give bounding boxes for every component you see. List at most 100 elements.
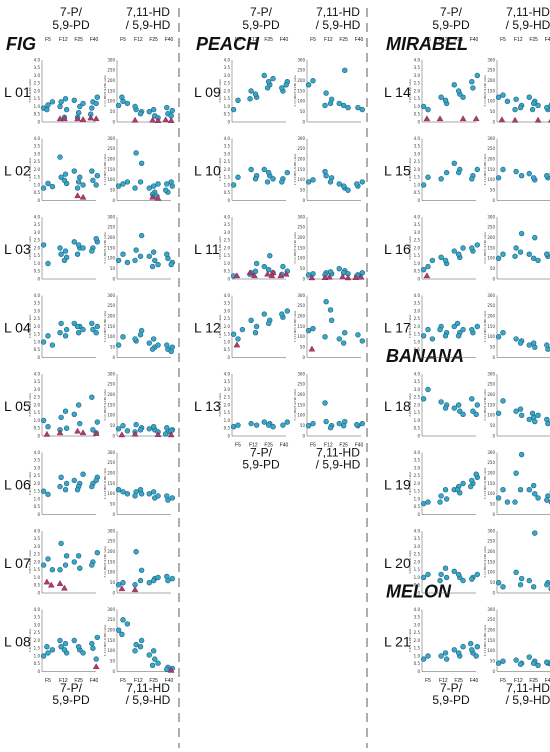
- data-point: [425, 106, 431, 113]
- data-point: [460, 94, 466, 100]
- data-point: [495, 94, 502, 100]
- data-point: [40, 562, 47, 568]
- y-tick-label: 3.0: [414, 73, 421, 78]
- panel-l-02: L 02 0 0.5 1.0 1.5 2.0 2.5 3.0 3.5 4.0 7-P/5,9-PD …: [4, 136, 176, 203]
- data-point: [468, 640, 474, 647]
- y-axis-label: 7-P/5,9-PD ratio: [28, 472, 32, 496]
- y-tick-label: 200: [107, 156, 115, 161]
- data-point: [305, 179, 312, 185]
- y-axis-label: 7-P/5,9-PD ratio: [28, 158, 32, 182]
- y-tick-label: 0: [492, 198, 495, 203]
- y-tick-label: 200: [107, 470, 115, 475]
- data-point: [63, 553, 70, 559]
- y-tick-label: 4.0: [414, 214, 421, 219]
- data-point: [322, 102, 328, 109]
- x-tick-label: F25: [264, 37, 273, 43]
- y-tick-label: 3.5: [34, 458, 41, 463]
- data-point: [512, 253, 518, 259]
- data-point: [133, 641, 139, 648]
- y-tick-label: 250: [297, 68, 305, 73]
- y-tick-label: 200: [297, 313, 305, 318]
- y-tick-label: 0.5: [34, 190, 41, 195]
- data-point: [322, 334, 328, 340]
- x-tick-label: F5: [500, 678, 506, 684]
- x-tick-label: F5: [425, 678, 431, 684]
- x-tick-label: F40: [545, 678, 550, 684]
- y-tick-label: 50: [300, 109, 306, 114]
- triangle-point: [339, 273, 346, 280]
- y-tick-label: 3.0: [34, 308, 41, 313]
- y-tick-label: 3.5: [224, 65, 231, 70]
- y-tick-label: 3.0: [224, 151, 231, 156]
- y-tick-label: 0.5: [224, 190, 231, 195]
- y-tick-label: 4.0: [224, 371, 231, 376]
- y-tick-label: 100: [487, 491, 495, 496]
- y-axis-label: 7,11-HD/5,9-HD ratio: [293, 154, 297, 186]
- y-tick-label: 3.5: [34, 301, 41, 306]
- y-tick-label: 100: [107, 648, 115, 653]
- triangle-point: [56, 580, 64, 586]
- y-axis-label: 7-P/5,9-PD ratio: [408, 629, 412, 653]
- y-tick-label: 250: [297, 225, 305, 230]
- y-tick-label: 150: [107, 167, 115, 172]
- y-tick-label: 250: [107, 617, 115, 622]
- y-tick-label: 3.0: [414, 544, 421, 549]
- y-tick-label: 2.0: [224, 402, 231, 407]
- data-point: [500, 251, 506, 257]
- y-tick-label: 4.0: [224, 57, 231, 62]
- data-point: [305, 82, 312, 88]
- panel-l-12: L 12 0 0.5 1.0 1.5 2.0 2.5 3.0 3.5 4.0 7-P/5,9-PD …: [194, 293, 365, 360]
- x-tick-label: F5: [120, 37, 126, 43]
- data-point: [57, 637, 63, 644]
- y-tick-label: 1.5: [414, 646, 421, 651]
- y-tick-label: 1.0: [414, 418, 421, 423]
- data-point: [45, 333, 51, 339]
- fruit-name-banana: BANANA: [386, 346, 464, 366]
- y-tick-label: 0.5: [34, 269, 41, 274]
- data-point: [420, 500, 427, 507]
- data-point: [58, 251, 64, 257]
- x-tick-label: F5: [235, 37, 241, 43]
- header-pd-line1: 7-P/: [440, 5, 463, 19]
- data-point: [512, 499, 518, 505]
- data-point: [137, 332, 144, 338]
- data-point: [63, 425, 70, 431]
- data-point: [532, 491, 538, 497]
- line-label: L 18: [384, 398, 411, 414]
- x-tick-label: F12: [249, 443, 258, 449]
- data-point: [323, 90, 329, 96]
- header-pd-line2: 5,9-PD: [242, 18, 280, 32]
- data-point: [469, 326, 475, 333]
- data-point: [425, 174, 431, 180]
- data-point: [336, 420, 342, 427]
- data-point: [530, 175, 537, 181]
- data-point: [535, 257, 541, 264]
- y-tick-label: 3.5: [414, 615, 421, 620]
- triangle-point: [321, 274, 329, 280]
- data-point: [305, 422, 312, 429]
- data-point: [44, 643, 50, 650]
- y-tick-label: 2.0: [224, 167, 231, 172]
- y-tick-label: 2.0: [34, 481, 41, 486]
- data-point: [252, 268, 259, 274]
- panel-l-13: L 13 0 0.5 1.0 1.5 2.0 2.5 3.0 3.5 4.0 7-P/5,9-PD …: [194, 371, 365, 438]
- data-point: [120, 579, 126, 586]
- data-point: [253, 422, 260, 428]
- data-point: [442, 565, 449, 571]
- header-pd-line2: 5,9-PD: [432, 18, 470, 32]
- data-point: [137, 643, 144, 650]
- data-point: [45, 424, 51, 430]
- data-point: [544, 497, 550, 503]
- y-tick-label: 0: [417, 669, 420, 674]
- y-tick-label: 3.0: [34, 544, 41, 549]
- data-point: [530, 340, 537, 346]
- y-tick-label: 1.0: [34, 653, 41, 658]
- triangle-point: [277, 272, 285, 279]
- y-tick-label: 3.5: [414, 301, 421, 306]
- data-point: [518, 173, 525, 179]
- data-point: [120, 489, 126, 495]
- y-tick-label: 50: [490, 266, 496, 271]
- data-point: [451, 323, 457, 330]
- data-point: [137, 427, 144, 433]
- data-point: [265, 320, 272, 327]
